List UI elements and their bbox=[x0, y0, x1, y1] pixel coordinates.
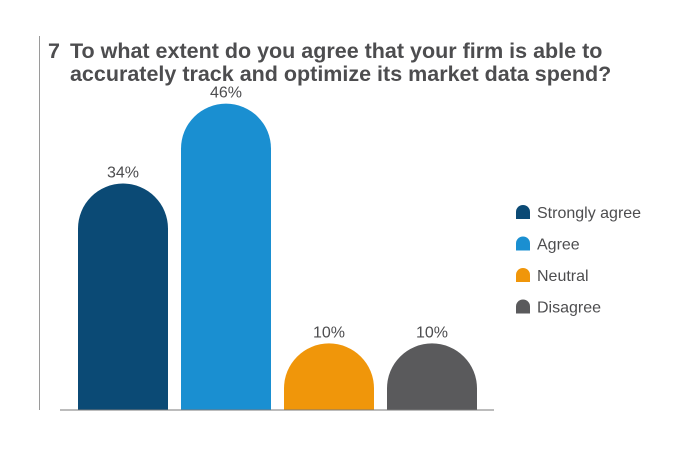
legend-marker-strongly-agree bbox=[516, 205, 530, 219]
bars-group: 34% 46% 10% 10% bbox=[78, 85, 478, 410]
legend-marker-neutral bbox=[516, 268, 530, 282]
data-label-disagree: 10% bbox=[416, 324, 448, 341]
data-label-strongly-agree: 34% bbox=[107, 165, 139, 182]
legend-label-agree: Agree bbox=[537, 237, 580, 254]
legend: Strongly agree Agree Neutral Disagree bbox=[516, 205, 641, 317]
legend-label-neutral: Neutral bbox=[537, 268, 589, 285]
data-label-agree: 46% bbox=[210, 85, 242, 102]
bar-neutral bbox=[284, 343, 374, 410]
chart-title: 7 To what extent do you agree that your … bbox=[48, 40, 688, 86]
legend-label-strongly-agree: Strongly agree bbox=[537, 205, 641, 222]
left-rule bbox=[39, 36, 40, 410]
bar-agree bbox=[181, 103, 271, 410]
legend-marker-agree bbox=[516, 236, 530, 251]
legend-marker-disagree bbox=[516, 299, 530, 314]
question-text: To what extent do you agree that your fi… bbox=[69, 39, 612, 86]
question-number: 7 bbox=[48, 39, 60, 63]
bar-disagree bbox=[387, 343, 478, 410]
data-label-neutral: 10% bbox=[313, 324, 345, 341]
bar-strongly-agree bbox=[78, 183, 168, 410]
legend-label-disagree: Disagree bbox=[537, 300, 601, 317]
